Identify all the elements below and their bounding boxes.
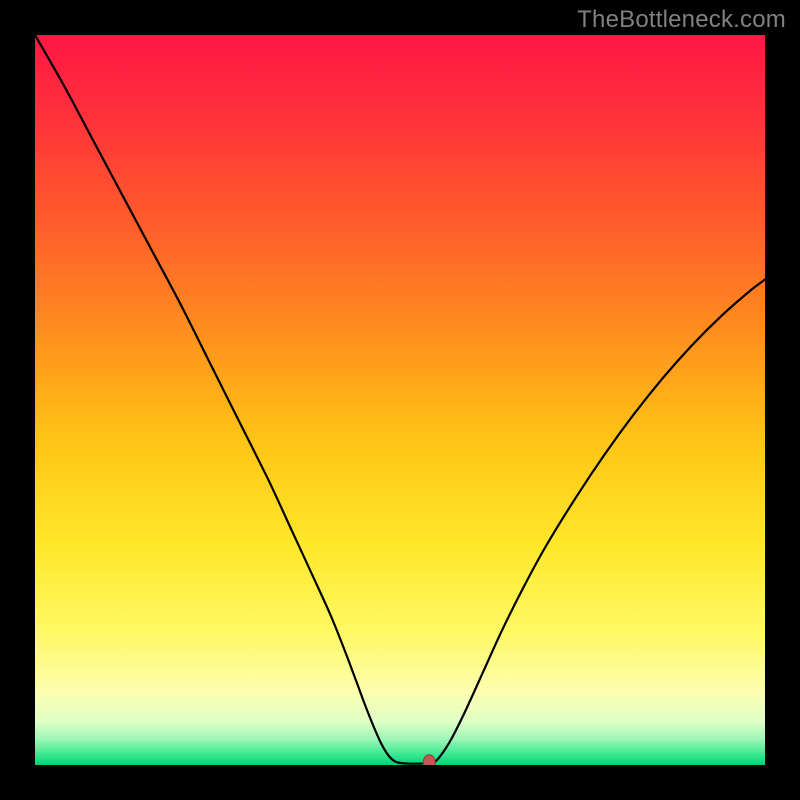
bottleneck-curve-chart	[35, 35, 765, 765]
plot-area	[35, 35, 765, 765]
chart-frame: TheBottleneck.com	[0, 0, 800, 800]
watermark-text: TheBottleneck.com	[577, 6, 786, 34]
optimal-point-marker	[423, 755, 435, 765]
heatmap-background	[35, 35, 765, 765]
